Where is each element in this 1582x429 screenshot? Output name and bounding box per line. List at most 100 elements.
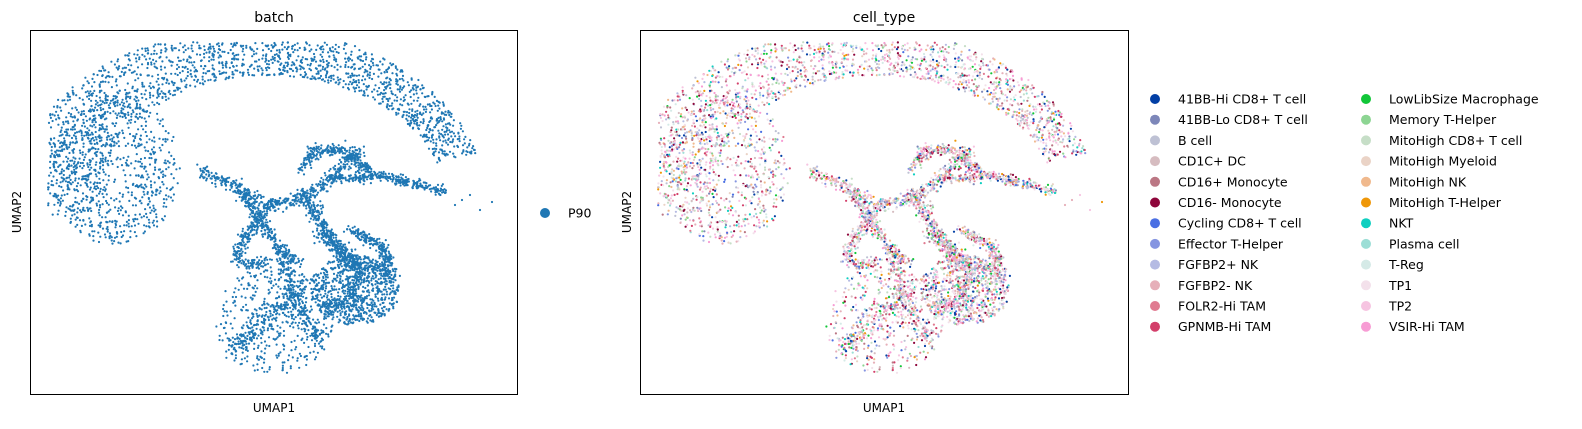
- batch-point: [389, 83, 392, 86]
- batch-point: [366, 175, 369, 178]
- batch-point: [101, 192, 104, 195]
- batch-point: [153, 136, 156, 139]
- batch-point: [230, 183, 233, 186]
- batch-point: [99, 225, 102, 228]
- batch-point: [358, 319, 361, 323]
- batch-point: [370, 60, 373, 63]
- batch-point: [215, 325, 218, 328]
- batch-point: [71, 86, 74, 89]
- batch-point: [128, 132, 132, 136]
- batch-point: [211, 64, 214, 67]
- batch-point: [66, 92, 69, 95]
- batch-point: [376, 297, 379, 300]
- batch-point: [121, 98, 124, 101]
- batch-point: [147, 225, 150, 228]
- batch-point: [217, 48, 221, 51]
- batch-point: [76, 201, 79, 204]
- batch-point: [357, 166, 360, 169]
- batch-point: [263, 300, 266, 303]
- batch-point: [69, 217, 72, 220]
- batch-point: [321, 288, 325, 291]
- batch-point: [351, 72, 354, 75]
- batch-point: [106, 131, 109, 134]
- batch-point: [72, 134, 76, 137]
- batch-point: [169, 188, 172, 191]
- batch-point: [115, 116, 118, 119]
- batch-point: [214, 79, 217, 82]
- batch-point: [428, 136, 431, 139]
- batch-point: [229, 310, 232, 313]
- batch-point: [267, 59, 270, 63]
- batch-point: [311, 213, 314, 217]
- batch-point: [206, 165, 209, 168]
- batch-point: [224, 188, 228, 191]
- batch-point: [371, 284, 374, 287]
- batch-point: [91, 108, 94, 111]
- batch-point: [137, 142, 140, 145]
- batch-point: [124, 66, 128, 69]
- batch-point: [76, 216, 79, 219]
- batch-point: [236, 69, 239, 72]
- batch-point: [149, 96, 152, 99]
- batch-point: [278, 48, 281, 52]
- batch-point: [316, 351, 319, 354]
- batch-point: [313, 76, 316, 79]
- batch-point: [296, 193, 299, 196]
- batch-point: [388, 272, 391, 275]
- batch-point: [351, 308, 354, 311]
- batch-point: [71, 204, 74, 207]
- batch-point: [287, 311, 290, 314]
- batch-point: [88, 163, 92, 166]
- batch-point: [133, 70, 136, 73]
- batch-point: [114, 226, 117, 229]
- batch-point: [431, 147, 434, 151]
- batch-point: [348, 151, 351, 154]
- batch-point: [318, 299, 321, 302]
- batch-point: [173, 81, 176, 85]
- batch-point: [256, 279, 259, 282]
- batch-point: [109, 143, 112, 146]
- batch-point: [299, 317, 302, 320]
- batch-point: [256, 65, 259, 68]
- batch-point: [433, 95, 436, 98]
- batch-point: [339, 295, 342, 298]
- batch-point: [74, 106, 77, 109]
- batch-point: [289, 306, 292, 309]
- batch-point: [156, 101, 159, 104]
- batch-point: [150, 157, 153, 160]
- batch-point: [208, 50, 211, 53]
- batch-point: [102, 188, 105, 191]
- batch-point: [314, 301, 317, 304]
- batch-point: [103, 186, 106, 189]
- batch-point: [58, 185, 61, 188]
- batch-point: [82, 158, 85, 161]
- batch-point: [303, 157, 306, 160]
- batch-point: [371, 77, 374, 81]
- batch-point: [313, 342, 317, 345]
- batch-point: [425, 133, 428, 136]
- batch-point: [156, 118, 159, 121]
- batch-point: [133, 98, 136, 101]
- batch-point: [53, 166, 56, 169]
- batch-point: [254, 274, 258, 277]
- batch-point: [310, 166, 313, 169]
- batch-point: [388, 302, 391, 305]
- batch-point: [90, 85, 94, 88]
- batch-point: [325, 43, 329, 46]
- batch-point: [119, 115, 122, 118]
- batch-point: [384, 270, 387, 273]
- batch-point: [275, 53, 278, 56]
- batch-point: [438, 101, 441, 104]
- batch-point: [269, 266, 272, 269]
- batch-point: [299, 73, 302, 76]
- batch-point: [241, 230, 244, 233]
- batch-point: [278, 313, 281, 316]
- batch-point: [196, 80, 199, 83]
- batch-point: [360, 278, 363, 281]
- batch-point: [358, 156, 362, 159]
- batch-point: [58, 117, 61, 120]
- batch-point: [106, 75, 109, 78]
- batch-point: [256, 357, 259, 360]
- batch-point: [349, 76, 352, 79]
- batch-point: [305, 363, 308, 367]
